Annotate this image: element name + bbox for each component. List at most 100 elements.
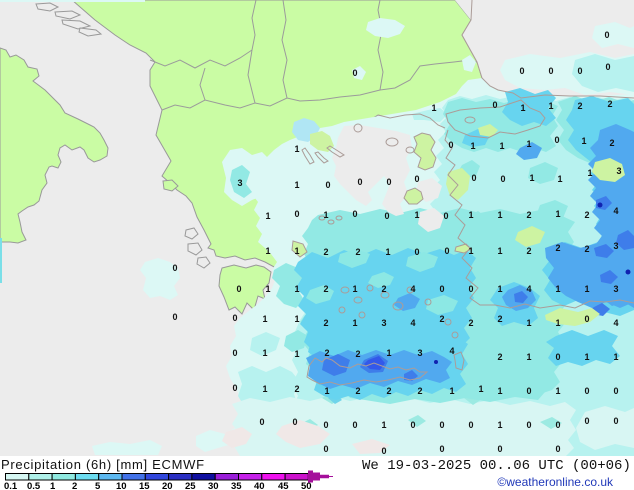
svg-text:2: 2 [324, 348, 329, 358]
svg-text:0: 0 [605, 62, 610, 72]
svg-text:0: 0 [443, 211, 448, 221]
svg-text:0: 0 [500, 174, 505, 184]
svg-text:2: 2 [497, 314, 502, 324]
svg-text:1: 1 [468, 246, 473, 256]
svg-text:1: 1 [468, 210, 473, 220]
svg-text:0: 0 [492, 100, 497, 110]
svg-text:1: 1 [385, 247, 390, 257]
svg-text:0: 0 [352, 209, 357, 219]
svg-text:2: 2 [386, 386, 391, 396]
svg-text:1: 1 [526, 352, 531, 362]
svg-text:2: 2 [439, 314, 444, 324]
svg-text:0: 0 [232, 383, 237, 393]
svg-text:45: 45 [278, 481, 289, 490]
svg-text:0: 0 [554, 135, 559, 145]
svg-text:30: 30 [208, 481, 219, 490]
svg-text:1: 1 [294, 314, 299, 324]
svg-text:0: 0 [323, 420, 328, 430]
svg-text:3: 3 [613, 241, 618, 251]
svg-text:©weatheronline.co.uk: ©weatheronline.co.uk [497, 475, 614, 489]
svg-text:1: 1 [381, 420, 386, 430]
svg-text:0: 0 [555, 352, 560, 362]
svg-text:0: 0 [584, 386, 589, 396]
svg-text:25: 25 [185, 481, 196, 490]
svg-text:1: 1 [557, 174, 562, 184]
svg-text:0: 0 [352, 68, 357, 78]
svg-text:0: 0 [292, 417, 297, 427]
svg-text:2: 2 [323, 284, 328, 294]
svg-text:1: 1 [265, 246, 270, 256]
svg-text:0: 0 [604, 30, 609, 40]
svg-text:4: 4 [410, 318, 415, 328]
svg-text:3: 3 [381, 318, 386, 328]
svg-text:1: 1 [584, 352, 589, 362]
svg-text:0: 0 [381, 446, 386, 456]
svg-text:4: 4 [613, 318, 618, 328]
svg-text:1: 1 [555, 386, 560, 396]
svg-text:2: 2 [468, 318, 473, 328]
svg-text:1: 1 [520, 103, 525, 113]
svg-text:0: 0 [439, 284, 444, 294]
svg-text:2: 2 [294, 384, 299, 394]
svg-text:1: 1 [584, 284, 589, 294]
svg-text:0: 0 [236, 284, 241, 294]
svg-text:15: 15 [139, 481, 150, 490]
svg-text:1: 1 [294, 144, 299, 154]
svg-text:2: 2 [381, 284, 386, 294]
svg-text:1: 1 [499, 141, 504, 151]
svg-text:5: 5 [95, 481, 101, 490]
svg-text:1: 1 [265, 211, 270, 221]
svg-text:1: 1 [497, 386, 502, 396]
svg-text:2: 2 [355, 349, 360, 359]
svg-text:2: 2 [72, 481, 77, 490]
svg-text:0: 0 [414, 247, 419, 257]
svg-text:0: 0 [294, 209, 299, 219]
svg-text:2: 2 [609, 138, 614, 148]
svg-text:0.5: 0.5 [27, 481, 41, 490]
svg-text:1: 1 [526, 139, 531, 149]
svg-text:0: 0 [555, 420, 560, 430]
svg-text:2: 2 [497, 352, 502, 362]
svg-text:0: 0 [497, 444, 502, 454]
svg-text:1: 1 [555, 284, 560, 294]
svg-text:0.1: 0.1 [4, 481, 18, 490]
svg-text:1: 1 [529, 173, 534, 183]
svg-text:1: 1 [352, 318, 357, 328]
svg-text:35: 35 [231, 481, 242, 490]
svg-text:3: 3 [237, 178, 242, 188]
svg-text:1: 1 [555, 209, 560, 219]
svg-text:0: 0 [519, 66, 524, 76]
svg-text:10: 10 [116, 481, 127, 490]
svg-text:1: 1 [50, 481, 56, 490]
svg-text:1: 1 [294, 246, 299, 256]
svg-text:1: 1 [470, 141, 475, 151]
svg-text:3: 3 [417, 348, 422, 358]
svg-text:0: 0 [613, 416, 618, 426]
svg-text:1: 1 [352, 284, 357, 294]
svg-text:0: 0 [444, 246, 449, 256]
svg-text:0: 0 [577, 66, 582, 76]
svg-text:0: 0 [325, 180, 330, 190]
svg-text:1: 1 [497, 420, 502, 430]
svg-text:2: 2 [526, 210, 531, 220]
svg-text:0: 0 [386, 177, 391, 187]
svg-text:4: 4 [613, 206, 618, 216]
svg-text:2: 2 [555, 243, 560, 253]
svg-text:0: 0 [352, 420, 357, 430]
svg-text:1: 1 [323, 210, 328, 220]
svg-text:0: 0 [555, 444, 560, 454]
svg-text:0: 0 [259, 417, 264, 427]
svg-text:0: 0 [548, 66, 553, 76]
svg-text:1: 1 [581, 136, 586, 146]
svg-text:1: 1 [478, 384, 483, 394]
svg-text:1: 1 [386, 348, 391, 358]
svg-text:0: 0 [526, 420, 531, 430]
svg-text:2: 2 [607, 99, 612, 109]
svg-text:0: 0 [410, 420, 415, 430]
svg-text:0: 0 [468, 284, 473, 294]
svg-text:2: 2 [584, 244, 589, 254]
svg-text:2: 2 [323, 247, 328, 257]
svg-text:0: 0 [357, 177, 362, 187]
svg-text:2: 2 [577, 101, 582, 111]
svg-text:2: 2 [323, 318, 328, 328]
